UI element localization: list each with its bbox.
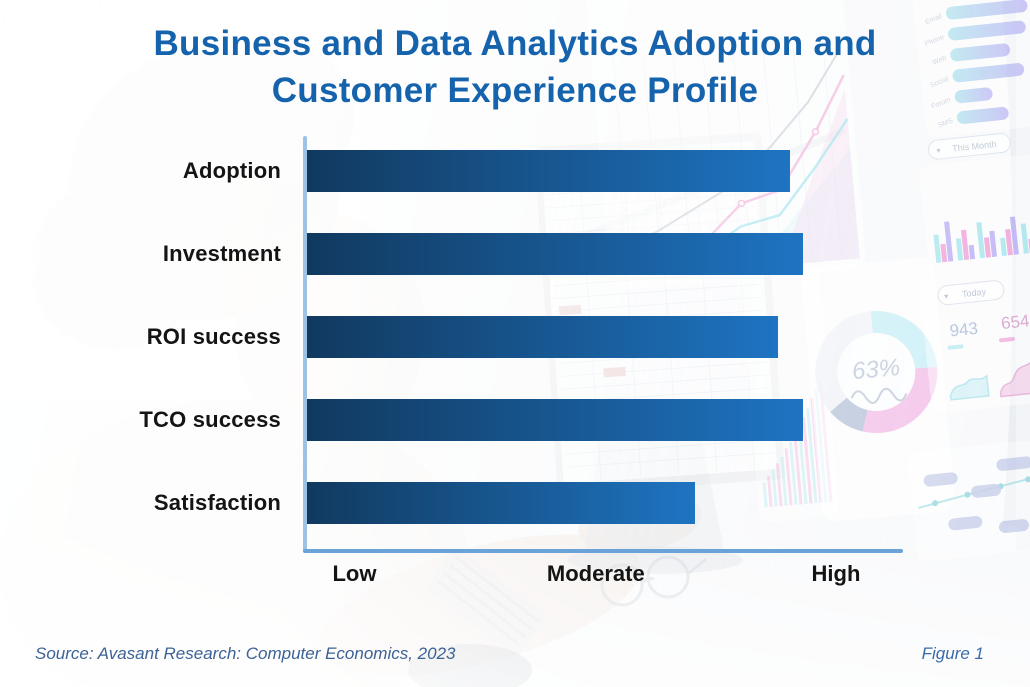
x-tick-label: High bbox=[811, 561, 861, 586]
bar-track bbox=[307, 399, 900, 441]
bar-chart: Adoption Investment ROI success TCO success… bbox=[0, 136, 1030, 586]
bar-track bbox=[307, 482, 900, 524]
source-text: Source: Avasant Research: Computer Econo… bbox=[35, 644, 456, 663]
category-label: ROI success bbox=[146, 324, 281, 349]
bar-investment bbox=[307, 233, 804, 275]
y-axis-line bbox=[303, 136, 307, 553]
x-tick-label: Low bbox=[332, 561, 377, 586]
bar-track bbox=[307, 233, 900, 275]
chart-title: Business and Data Analytics Adoption and… bbox=[0, 20, 1030, 114]
chart-row: ROI success bbox=[0, 316, 1030, 358]
footer: Source: Avasant Research: Computer Econo… bbox=[0, 644, 1030, 674]
x-tick-label: Moderate bbox=[546, 561, 645, 586]
chart-row: Investment bbox=[0, 233, 1030, 275]
chart-row: Adoption bbox=[0, 150, 1030, 192]
category-label: Adoption bbox=[182, 158, 281, 183]
bar-track bbox=[307, 316, 900, 358]
x-axis-line bbox=[303, 549, 903, 553]
chart-title-line1: Business and Data Analytics Adoption and bbox=[153, 24, 877, 63]
bar-satisfaction bbox=[307, 482, 696, 524]
category-label: Satisfaction bbox=[153, 490, 281, 515]
chart-row: TCO success bbox=[0, 399, 1030, 441]
chart-title-line2: Customer Experience Profile bbox=[271, 71, 759, 110]
figure-label: Figure 1 bbox=[921, 644, 984, 663]
bar-tco-success bbox=[307, 399, 804, 441]
x-tick-labels: Low Moderate High bbox=[307, 561, 900, 593]
bar-roi-success bbox=[307, 316, 779, 358]
chart-row: Satisfaction bbox=[0, 482, 1030, 524]
bar-adoption bbox=[307, 150, 791, 192]
bar-track bbox=[307, 150, 900, 192]
category-label: TCO success bbox=[139, 407, 281, 432]
category-label: Investment bbox=[162, 241, 281, 266]
